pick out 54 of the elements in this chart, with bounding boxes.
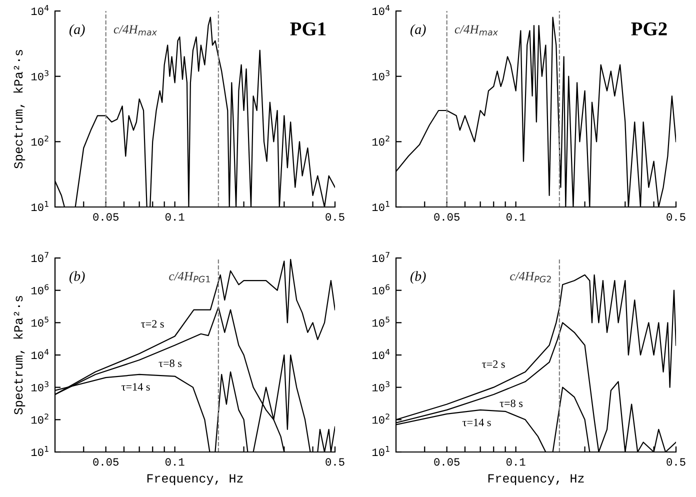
ref-line-label: c/4H$_{PG2}$	[510, 272, 551, 282]
y-tick-label: 10$^{2}$	[31, 136, 48, 146]
annotation: (b)	[410, 271, 426, 284]
y-tick-label: 10$^{1}$	[31, 446, 48, 456]
y-tick-label: 10$^{3}$	[31, 70, 48, 80]
y-tick-label: 10$^{6}$	[372, 284, 390, 294]
annotation: (b)	[69, 271, 85, 284]
ref-line-label: c/4H$_{max}$	[454, 25, 498, 36]
annotation: (a)	[69, 24, 85, 37]
series-label: τ=8 s	[158, 360, 182, 368]
x-axis-title: Frequency, Hz	[488, 474, 584, 486]
ref-line-label: c/4H$_{max}$	[114, 25, 158, 36]
y-tick-label: 10$^{4}$	[31, 5, 49, 16]
y-tick-label: 10$^{3}$	[372, 381, 390, 392]
series-label: τ=2 s	[141, 320, 164, 328]
x-tick-label: 0.1	[165, 458, 184, 466]
x-axis-title: Frequency, Hz	[147, 474, 243, 486]
x-tick-label: 0.1	[165, 213, 184, 221]
x-tick-label: 0.5	[326, 213, 344, 221]
series-label: τ=14 s	[462, 418, 491, 426]
series-label: τ=8 s	[500, 400, 523, 408]
y-tick-label: 10$^{2}$	[372, 136, 390, 146]
y-tick-label: 10$^{7}$	[372, 252, 390, 262]
annotation: (a)	[410, 24, 426, 37]
y-tick-label: 10$^{3}$	[372, 70, 390, 80]
series-label: τ=14 s	[122, 383, 150, 391]
y-tick-label: 10$^{4}$	[372, 5, 390, 16]
x-tick-label: 0.5	[326, 458, 344, 466]
y-tick-label: 10$^{3}$	[31, 381, 48, 392]
y-tick-label: 10$^{1}$	[31, 201, 48, 212]
series-label: τ=2 s	[482, 360, 505, 368]
x-tick-label: 0.05	[93, 213, 118, 221]
y-tick-label: 10$^{7}$	[31, 252, 48, 262]
y-tick-label: 10$^{5}$	[31, 316, 48, 327]
annotation: PG2	[631, 22, 667, 36]
x-tick-label: 0.05	[93, 458, 118, 466]
y-tick-label: 10$^{4}$	[31, 349, 49, 360]
x-tick-label: 0.5	[666, 213, 686, 221]
y-tick-label: 10$^{2}$	[372, 414, 390, 424]
y-tick-label: 10$^{6}$	[31, 284, 49, 294]
y-axis-title: Spectrum, kPa²·s	[13, 50, 26, 169]
x-tick-label: 0.05	[434, 213, 460, 221]
y-axis-title: Spectrum, kPa²·s	[13, 296, 26, 415]
x-tick-label: 0.5	[666, 458, 686, 466]
y-tick-label: 10$^{4}$	[372, 349, 390, 360]
y-tick-label: 10$^{1}$	[372, 446, 390, 456]
x-tick-label: 0.05	[434, 458, 460, 466]
annotation: PG1	[290, 22, 326, 36]
x-tick-label: 0.1	[506, 213, 526, 221]
y-tick-label: 10$^{1}$	[372, 201, 390, 212]
y-tick-label: 10$^{5}$	[372, 316, 390, 327]
y-tick-label: 10$^{2}$	[31, 414, 48, 424]
x-tick-label: 0.1	[506, 458, 526, 466]
ref-line-label: c/4H$_{PG1}$	[169, 272, 210, 282]
